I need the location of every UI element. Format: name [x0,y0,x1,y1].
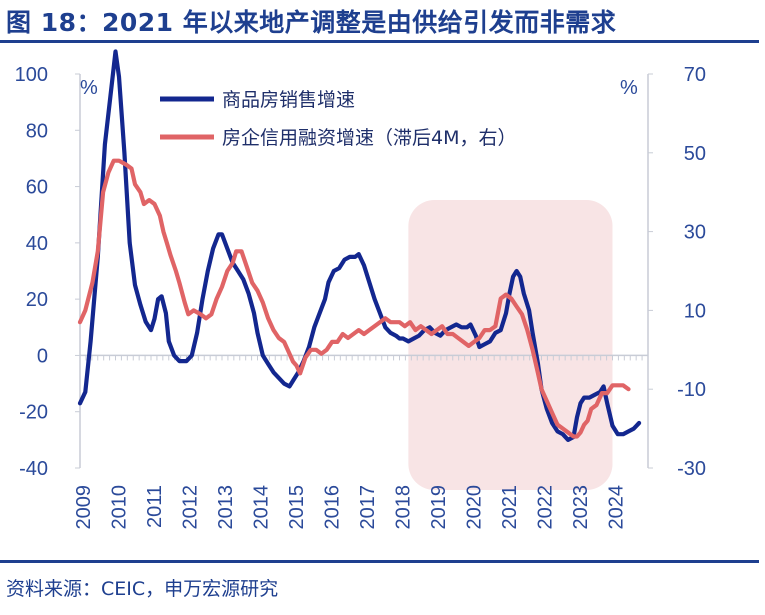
x-tick-label: 2011 [144,485,166,528]
left-tick-label: -20 [19,402,48,424]
series-line-sales-growth [77,49,642,442]
highlight-region [408,200,613,490]
page-title: 图 18：2021 年以来地产调整是由供给引发而非需求 [6,8,617,37]
left-tick-label: 0 [37,345,48,367]
source-note: 资料来源：CEIC，申万宏源研究 [6,578,279,600]
left-tick-label: 40 [26,233,48,255]
x-tick-label: 2009 [73,485,95,530]
x-tick-label: 2023 [570,485,592,530]
x-tick-label: 2015 [286,485,308,530]
right-tick-label: 30 [684,222,706,244]
right-tick-label: -10 [677,379,706,401]
x-tick-label: 2020 [463,485,485,530]
x-tick-label: 2013 [215,485,237,530]
left-tick-label: -40 [19,458,48,480]
title-divider [0,40,759,43]
right-tick-label: 70 [684,64,706,86]
right-tick-label: -30 [677,458,706,480]
x-tick-label: 2024 [605,485,627,530]
x-tick-label: 2017 [357,485,379,530]
right-tick-label: 10 [684,300,706,322]
x-tick-label: 2012 [179,485,201,530]
legend-label: 商品房销售增速 [222,89,355,111]
x-tick-label: 2016 [321,485,343,530]
x-tick-label: 2010 [108,485,130,530]
left-tick-label: 80 [26,120,48,142]
x-tick-label: 2014 [250,485,272,530]
left-tick-label: 20 [26,289,48,311]
legend-label: 房企信用融资增速（滞后4M，右） [222,127,516,149]
footer-divider [0,560,759,563]
x-tick-label: 2022 [534,485,556,530]
x-tick-label: 2019 [428,485,450,530]
left-unit-label: % [80,77,98,99]
x-tick-label: 2018 [392,485,414,530]
left-tick-label: 60 [26,177,48,199]
right-unit-label: % [620,77,638,99]
x-tick-label: 2021 [499,485,521,530]
right-tick-label: 50 [684,143,706,165]
series-line-credit-financing [77,158,631,439]
left-tick-label: 100 [15,64,48,86]
